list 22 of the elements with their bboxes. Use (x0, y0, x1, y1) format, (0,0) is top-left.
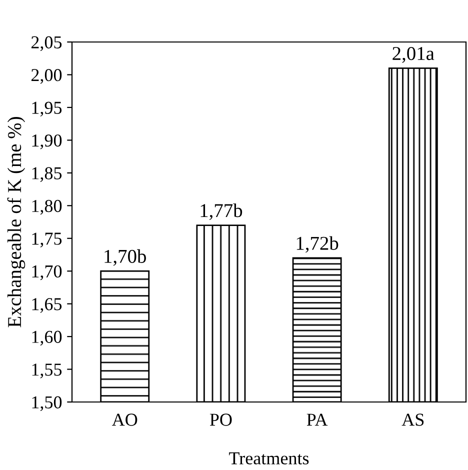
y-tick-label: 2,05 (31, 36, 62, 52)
x-tick-label: PO (210, 414, 232, 426)
data-label: 2,01a (392, 46, 434, 63)
x-tick-label: AO (112, 414, 138, 426)
y-tick-label: 1,75 (32, 232, 62, 248)
x-tick-label: AS (402, 414, 424, 426)
y-tick-label: 1,70 (32, 265, 62, 280)
x-axis-title: Treatments (229, 452, 309, 464)
y-tick-label: 1,65 (32, 298, 62, 313)
y-tick-label: 1,60 (32, 330, 62, 346)
x-tick-label: PA (306, 414, 328, 426)
data-label: 1,72b (296, 236, 338, 253)
y-tick-label: 2,00 (31, 68, 62, 84)
data-label: 1,77b (200, 203, 242, 220)
y-tick-label: 1,80 (32, 200, 62, 215)
y-tick-label: 1,90 (32, 134, 62, 150)
y-axis-title: Exchangeable of K (me %) (7, 117, 26, 328)
y-tick-label: 1,55 (32, 364, 62, 378)
y-tick-label: 1,85 (32, 167, 62, 182)
data-label: 1,70b (104, 249, 146, 266)
y-tick-label: 1,95 (32, 102, 62, 116)
y-tick-label: 1,50 (32, 396, 62, 412)
